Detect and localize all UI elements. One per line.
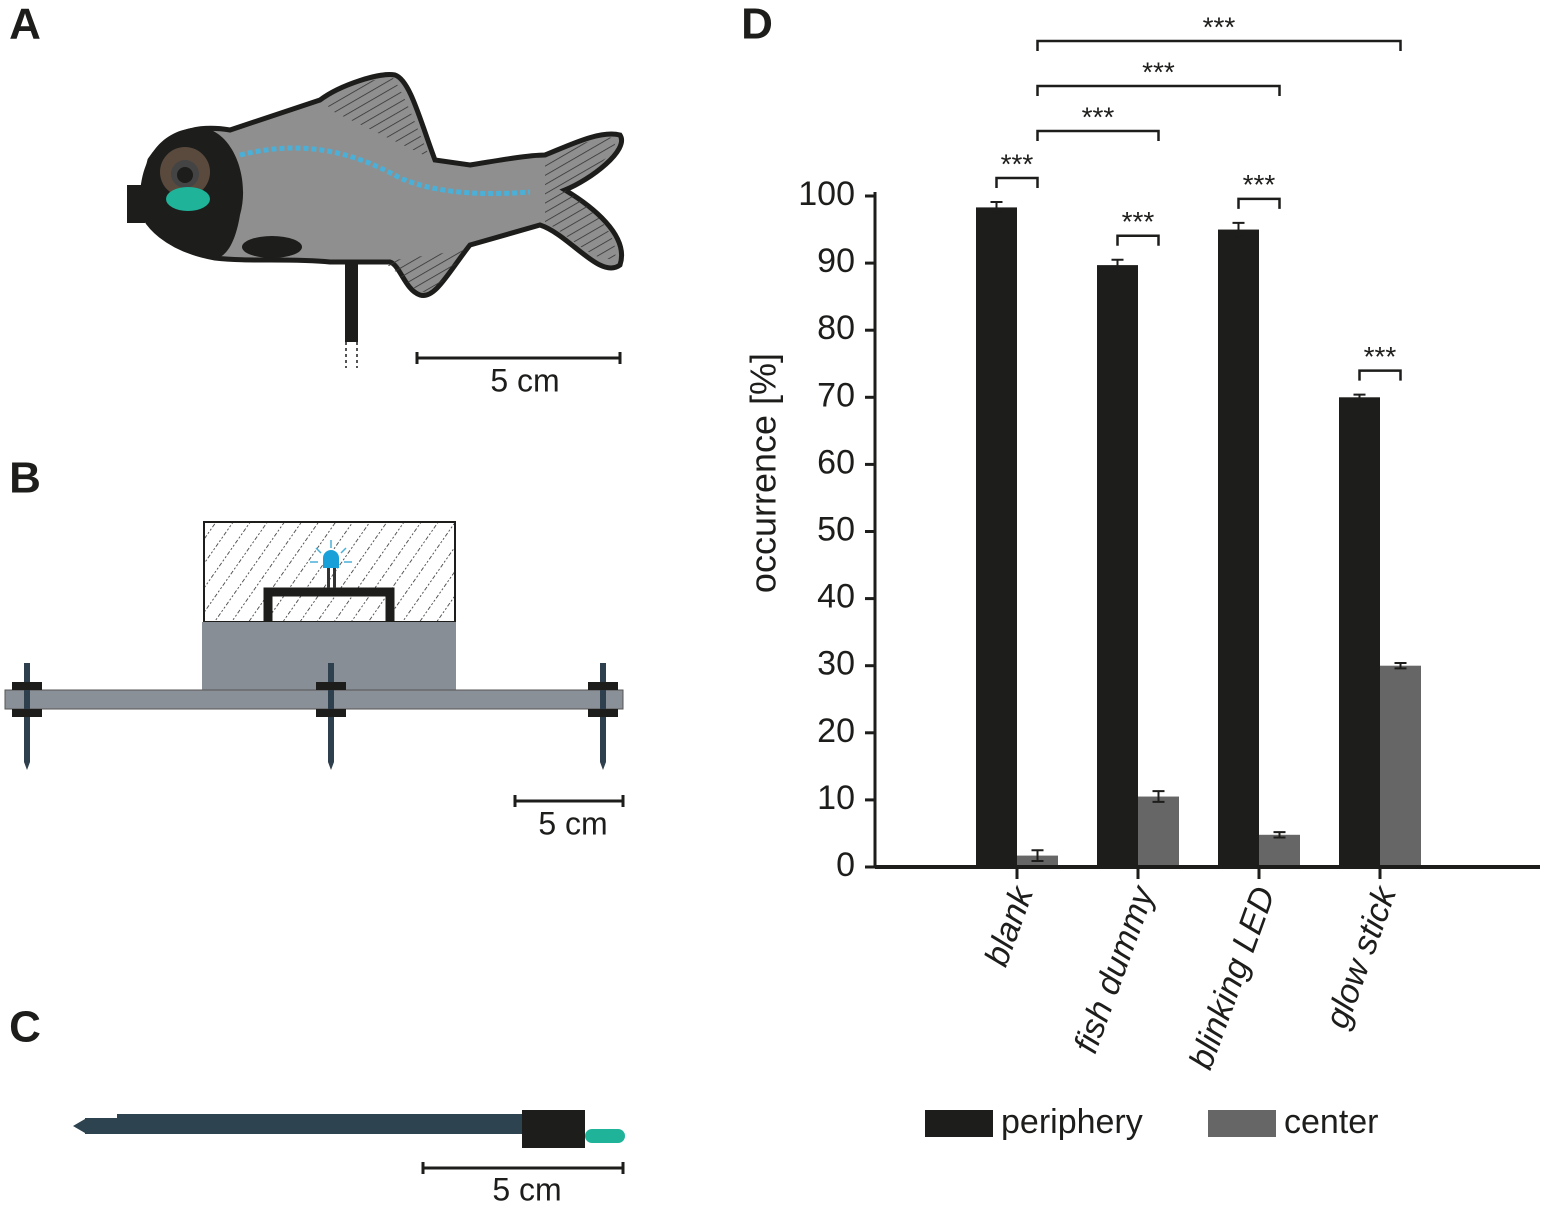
legend-swatch	[1208, 1110, 1276, 1137]
error-bar	[1232, 221, 1245, 238]
fish-drawing	[127, 72, 625, 368]
scale-bar-label: 5 cm	[490, 362, 559, 398]
y-tick-label: 80	[817, 309, 855, 347]
setup-drawing	[4, 521, 625, 807]
significance-label: ***	[1203, 11, 1236, 42]
panel-label: C	[9, 1003, 41, 1052]
x-tick-label: glow stick	[1318, 880, 1405, 1033]
y-tick-label: 60	[817, 443, 855, 481]
significance-label: ***	[1001, 148, 1034, 179]
bar	[1097, 265, 1138, 867]
panel-label: B	[9, 454, 41, 503]
significance-label: ***	[1142, 56, 1175, 87]
significance-label: ***	[1082, 101, 1115, 132]
y-tick-label: 70	[817, 376, 855, 414]
y-tick-label: 50	[817, 510, 855, 548]
glow-stick-drawing	[73, 1110, 625, 1174]
bar	[976, 207, 1017, 868]
error-bar	[990, 201, 1003, 214]
significance-bracket	[1116, 234, 1160, 246]
scale-bar-label: 5 cm	[538, 805, 607, 841]
significance-bracket	[1237, 197, 1281, 209]
significance-bracket	[1358, 369, 1402, 381]
significance-bracket	[1036, 39, 1402, 51]
x-tick-label: blank	[977, 880, 1041, 971]
y-tick-label: 20	[817, 712, 855, 750]
significance-bracket	[1036, 84, 1281, 96]
bar	[1138, 796, 1179, 867]
panel-label: D	[741, 0, 773, 49]
y-tick-label: 100	[798, 175, 855, 213]
scale-bar-label: 5 cm	[492, 1171, 561, 1207]
y-axis-label: occurrence [%]	[743, 353, 784, 593]
y-tick-label: 40	[817, 578, 855, 616]
bar	[1380, 665, 1421, 867]
legend-swatch	[925, 1110, 993, 1137]
y-tick-label: 30	[817, 645, 855, 683]
significance-label: ***	[1122, 206, 1155, 237]
y-tick-label: 90	[817, 242, 855, 280]
x-tick-label: blinking LED	[1182, 882, 1283, 1074]
panel-label: A	[9, 0, 41, 49]
error-bar	[1031, 849, 1044, 862]
error-bar	[1152, 790, 1165, 803]
significance-label: ***	[1364, 341, 1397, 372]
bar	[1339, 397, 1380, 867]
legend-label: center	[1284, 1103, 1379, 1141]
error-bar	[1111, 258, 1124, 272]
significance-bracket	[1036, 129, 1160, 141]
significance-label: ***	[1243, 169, 1276, 200]
legend-label: periphery	[1001, 1103, 1143, 1141]
error-bar	[1353, 393, 1366, 401]
y-tick-label: 0	[836, 846, 855, 884]
y-tick-label: 10	[817, 779, 855, 817]
error-bar	[1273, 831, 1286, 839]
error-bar	[1394, 662, 1407, 670]
x-tick-label: fish dummy	[1067, 880, 1163, 1058]
bar	[1259, 834, 1300, 867]
significance-bracket	[995, 176, 1039, 189]
bar	[1218, 229, 1259, 868]
